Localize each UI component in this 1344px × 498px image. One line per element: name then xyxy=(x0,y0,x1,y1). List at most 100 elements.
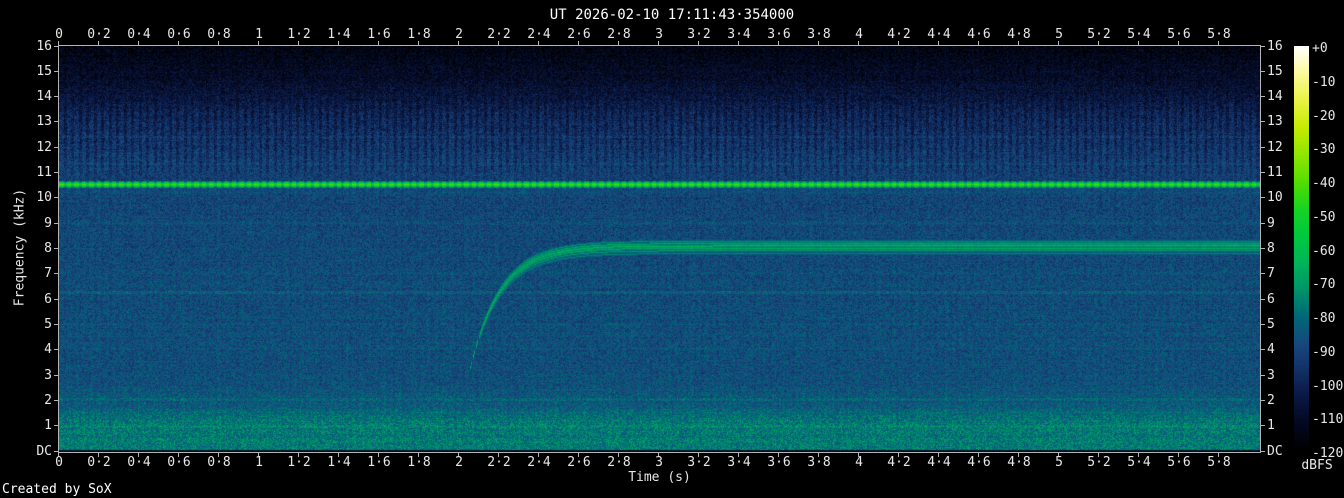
x-tick-mark-bottom xyxy=(1138,453,1139,457)
x-tick-mark-bottom xyxy=(378,453,379,457)
x-tick-label-bottom: 1·8 xyxy=(407,455,431,470)
x-tick-mark-bottom xyxy=(58,453,59,457)
colorbar-tick-label: -110 xyxy=(1312,412,1344,427)
x-tick-mark-bottom xyxy=(258,453,259,457)
x-tick-mark-top xyxy=(1058,41,1059,45)
x-tick-mark-bottom xyxy=(1018,453,1019,457)
x-tick-label-top: 5·6 xyxy=(1167,27,1191,42)
y-tick-mark-right xyxy=(1261,273,1265,274)
y-tick-label-left: 3 xyxy=(44,368,52,383)
x-tick-label-top: 0·2 xyxy=(87,27,111,42)
y-tick-mark-right xyxy=(1261,299,1265,300)
x-tick-label-top: 1·2 xyxy=(287,27,311,42)
x-tick-label-top: 3·8 xyxy=(807,27,831,42)
colorbar-tick-label: -100 xyxy=(1312,379,1344,394)
x-tick-label-bottom: 5·6 xyxy=(1167,455,1191,470)
y-tick-label-right: 6 xyxy=(1267,292,1275,307)
colorbar-tick-label: -80 xyxy=(1312,311,1336,326)
x-tick-label-bottom: 2·4 xyxy=(527,455,551,470)
x-tick-label-bottom: 3 xyxy=(655,455,663,470)
x-tick-label-top: 4·8 xyxy=(1007,27,1031,42)
x-tick-label-bottom: 1 xyxy=(255,455,263,470)
y-tick-label-right: 3 xyxy=(1267,368,1275,383)
y-tick-mark-left xyxy=(54,197,58,198)
x-tick-label-top: 2 xyxy=(455,27,463,42)
x-tick-mark-bottom xyxy=(498,453,499,457)
x-tick-mark-top xyxy=(298,41,299,45)
x-tick-mark-top xyxy=(178,41,179,45)
y-tick-label-right: 12 xyxy=(1267,140,1283,155)
y-tick-label-right: 1 xyxy=(1267,418,1275,433)
colorbar-unit-label: dBFS xyxy=(1301,458,1333,473)
x-tick-label-top: 2·6 xyxy=(567,27,591,42)
y-tick-label-left: 15 xyxy=(36,64,52,79)
y-tick-label-left: 1 xyxy=(44,418,52,433)
x-tick-mark-bottom xyxy=(178,453,179,457)
x-tick-label-bottom: 4·4 xyxy=(927,455,951,470)
y-tick-mark-right xyxy=(1261,425,1265,426)
x-tick-label-top: 5 xyxy=(1055,27,1063,42)
x-tick-mark-top xyxy=(258,41,259,45)
x-tick-label-bottom: 3·8 xyxy=(807,455,831,470)
y-tick-label-left: 7 xyxy=(44,266,52,281)
x-tick-label-top: 3·6 xyxy=(767,27,791,42)
x-tick-label-bottom: 1·4 xyxy=(327,455,351,470)
x-tick-label-bottom: 3·2 xyxy=(687,455,711,470)
x-tick-label-bottom: 2·8 xyxy=(607,455,631,470)
x-tick-label-top: 0·6 xyxy=(167,27,191,42)
x-tick-mark-bottom xyxy=(698,453,699,457)
y-tick-mark-left xyxy=(54,375,58,376)
x-tick-mark-top xyxy=(1018,41,1019,45)
x-tick-mark-top xyxy=(98,41,99,45)
y-tick-mark-left xyxy=(54,400,58,401)
x-tick-label-top: 1 xyxy=(255,27,263,42)
y-tick-label-right: 11 xyxy=(1267,165,1283,180)
y-tick-label-right: 13 xyxy=(1267,114,1283,129)
x-tick-label-top: 4·6 xyxy=(967,27,991,42)
x-tick-label-top: 0 xyxy=(55,27,63,42)
x-tick-mark-top xyxy=(578,41,579,45)
y-tick-label-left: 4 xyxy=(44,342,52,357)
y-tick-mark-left xyxy=(54,248,58,249)
x-tick-label-bottom: 1·6 xyxy=(367,455,391,470)
x-tick-label-top: 2·8 xyxy=(607,27,631,42)
x-tick-mark-bottom xyxy=(338,453,339,457)
x-tick-label-bottom: 2·2 xyxy=(487,455,511,470)
x-tick-label-bottom: 0·4 xyxy=(127,455,151,470)
x-tick-mark-top xyxy=(738,41,739,45)
x-tick-mark-top xyxy=(538,41,539,45)
x-tick-mark-bottom xyxy=(858,453,859,457)
x-tick-label-top: 2·2 xyxy=(487,27,511,42)
y-tick-mark-left xyxy=(54,223,58,224)
y-tick-label-right: DC xyxy=(1267,444,1283,459)
y-tick-label-right: 4 xyxy=(1267,342,1275,357)
x-tick-mark-top xyxy=(378,41,379,45)
x-tick-label-bottom: 3·6 xyxy=(767,455,791,470)
y-tick-mark-left xyxy=(54,121,58,122)
y-tick-mark-left xyxy=(54,349,58,350)
x-tick-label-bottom: 0·6 xyxy=(167,455,191,470)
y-tick-mark-left xyxy=(54,71,58,72)
x-tick-mark-bottom xyxy=(778,453,779,457)
y-tick-mark-right xyxy=(1261,96,1265,97)
y-tick-label-left: DC xyxy=(36,444,52,459)
x-tick-mark-top xyxy=(458,41,459,45)
y-tick-mark-right xyxy=(1261,248,1265,249)
x-tick-label-bottom: 5·2 xyxy=(1087,455,1111,470)
x-tick-label-bottom: 5 xyxy=(1055,455,1063,470)
page-title: UT 2026-02-10 17:11:43·354000 xyxy=(549,7,795,23)
x-tick-label-top: 3·4 xyxy=(727,27,751,42)
x-tick-label-top: 5·8 xyxy=(1207,27,1231,42)
x-tick-label-top: 5·4 xyxy=(1127,27,1151,42)
colorbar xyxy=(1294,46,1309,452)
y-tick-label-left: 16 xyxy=(36,39,52,54)
x-tick-label-top: 0·8 xyxy=(207,27,231,42)
y-tick-mark-left xyxy=(54,147,58,148)
colorbar-tick-label: -120 xyxy=(1312,446,1344,461)
y-tick-label-left: 10 xyxy=(36,190,52,205)
x-tick-mark-top xyxy=(778,41,779,45)
y-axis-title: Frequency (kHz) xyxy=(12,188,28,307)
created-by-sox-credit: Created by SoX xyxy=(2,482,112,497)
x-tick-mark-top xyxy=(338,41,339,45)
x-tick-label-bottom: 4 xyxy=(855,455,863,470)
